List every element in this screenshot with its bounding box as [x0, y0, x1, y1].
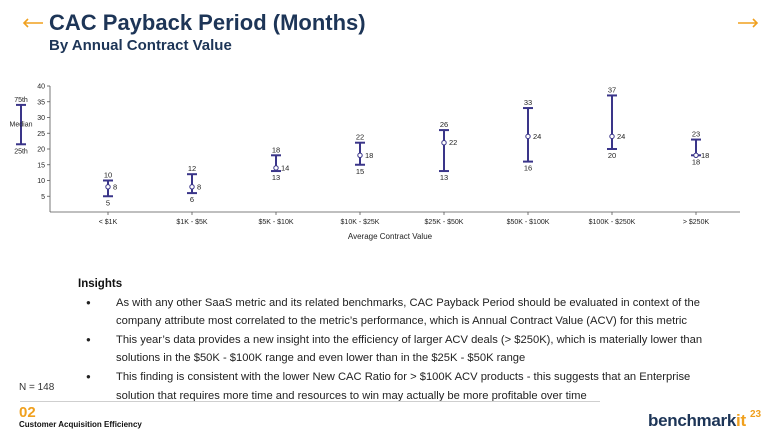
insight-bullet: This year’s data provides a new insight …: [78, 331, 728, 368]
cac-payback-chart: 5 10 15 20 25 30 35 40 < $1K $1K - $5K $5K - $10K $…: [10, 84, 740, 241]
y-tick-label: 5: [41, 194, 45, 201]
median-value-label: 22: [449, 138, 457, 147]
p75-value-label: 18: [272, 145, 280, 154]
p75-value-label: 23: [692, 130, 700, 139]
median-point: [693, 152, 699, 159]
y-tick-label: 25: [37, 131, 45, 138]
p75-value-label: 10: [104, 171, 112, 180]
logo-accent-text: it: [736, 411, 746, 430]
y-tick-label: 15: [37, 162, 45, 169]
p25-value-label: 5: [106, 198, 110, 207]
y-tick-label: 20: [37, 147, 45, 154]
x-axis-label: Average Contract Value: [348, 232, 433, 241]
median-value-label: 18: [365, 151, 373, 160]
x-tick-label: $50K - $100K: [507, 219, 550, 226]
median-value-label: 18: [701, 151, 709, 160]
p25-value-label: 13: [440, 173, 448, 182]
median-point: [189, 184, 195, 190]
x-tick-label: < $1K: [99, 219, 118, 226]
insight-bullet: This finding is consistent with the lowe…: [78, 368, 728, 405]
x-tick-label: $10K - $25K: [341, 219, 380, 226]
p25-value-label: 6: [190, 195, 194, 204]
p75-value-label: 26: [440, 120, 448, 129]
median-point: [273, 165, 279, 171]
median-point: [105, 184, 111, 190]
section-name: Customer Acquisition Efficiency: [19, 420, 142, 429]
x-tick-label: > $250K: [683, 219, 710, 226]
insight-bullet: As with any other SaaS metric and its re…: [78, 294, 728, 331]
y-tick-label: 10: [37, 178, 45, 185]
p25-value-label: 20: [608, 151, 616, 160]
insights-heading: Insights: [78, 278, 123, 290]
sample-size-label: N = 148: [19, 382, 55, 393]
median-value-label: 14: [281, 163, 289, 172]
p75-value-label: 37: [608, 85, 616, 94]
legend-p75-label: 75th: [14, 97, 28, 104]
logo-main-text: benchmark: [648, 411, 737, 430]
footer-divider: [20, 401, 600, 402]
median-value-label: 24: [617, 132, 625, 141]
forward-arrow-icon[interactable]: [737, 18, 759, 28]
median-point: [441, 139, 447, 146]
p75-value-label: 22: [356, 133, 364, 142]
p25-value-label: 18: [692, 157, 700, 166]
insights-panel: Insights As with any other SaaS metric a…: [78, 275, 728, 405]
p75-value-label: 12: [188, 164, 196, 173]
x-tick-label: $5K - $10K: [258, 219, 293, 226]
median-point: [357, 152, 363, 159]
legend-median-label: Median: [10, 122, 33, 129]
section-number: 02: [19, 404, 36, 421]
p25-value-label: 15: [356, 167, 364, 176]
p25-value-label: 16: [524, 164, 532, 173]
back-arrow-icon[interactable]: [22, 18, 44, 28]
x-tick-label: $1K - $5K: [176, 219, 207, 226]
page-title: CAC Payback Period (Months): [49, 10, 366, 35]
x-tick-label: $100K - $250K: [589, 219, 636, 226]
legend-p25-label: 25th: [14, 148, 28, 155]
median-value-label: 24: [533, 132, 541, 141]
y-tick-label: 40: [37, 84, 45, 91]
benchmarkit-logo: benchmarkit: [648, 411, 746, 431]
median-point: [525, 133, 531, 140]
page-subtitle: By Annual Contract Value: [49, 37, 232, 54]
insights-list: As with any other SaaS metric and its re…: [78, 294, 728, 406]
page-number: 23: [750, 409, 762, 420]
x-tick-label: $25K - $50K: [425, 219, 464, 226]
median-value-label: 8: [113, 182, 117, 191]
y-tick-label: 30: [37, 115, 45, 122]
y-tick-label: 35: [37, 99, 45, 106]
p25-value-label: 13: [272, 173, 280, 182]
median-value-label: 8: [197, 182, 201, 191]
median-point: [609, 133, 615, 140]
p75-value-label: 33: [524, 98, 532, 107]
